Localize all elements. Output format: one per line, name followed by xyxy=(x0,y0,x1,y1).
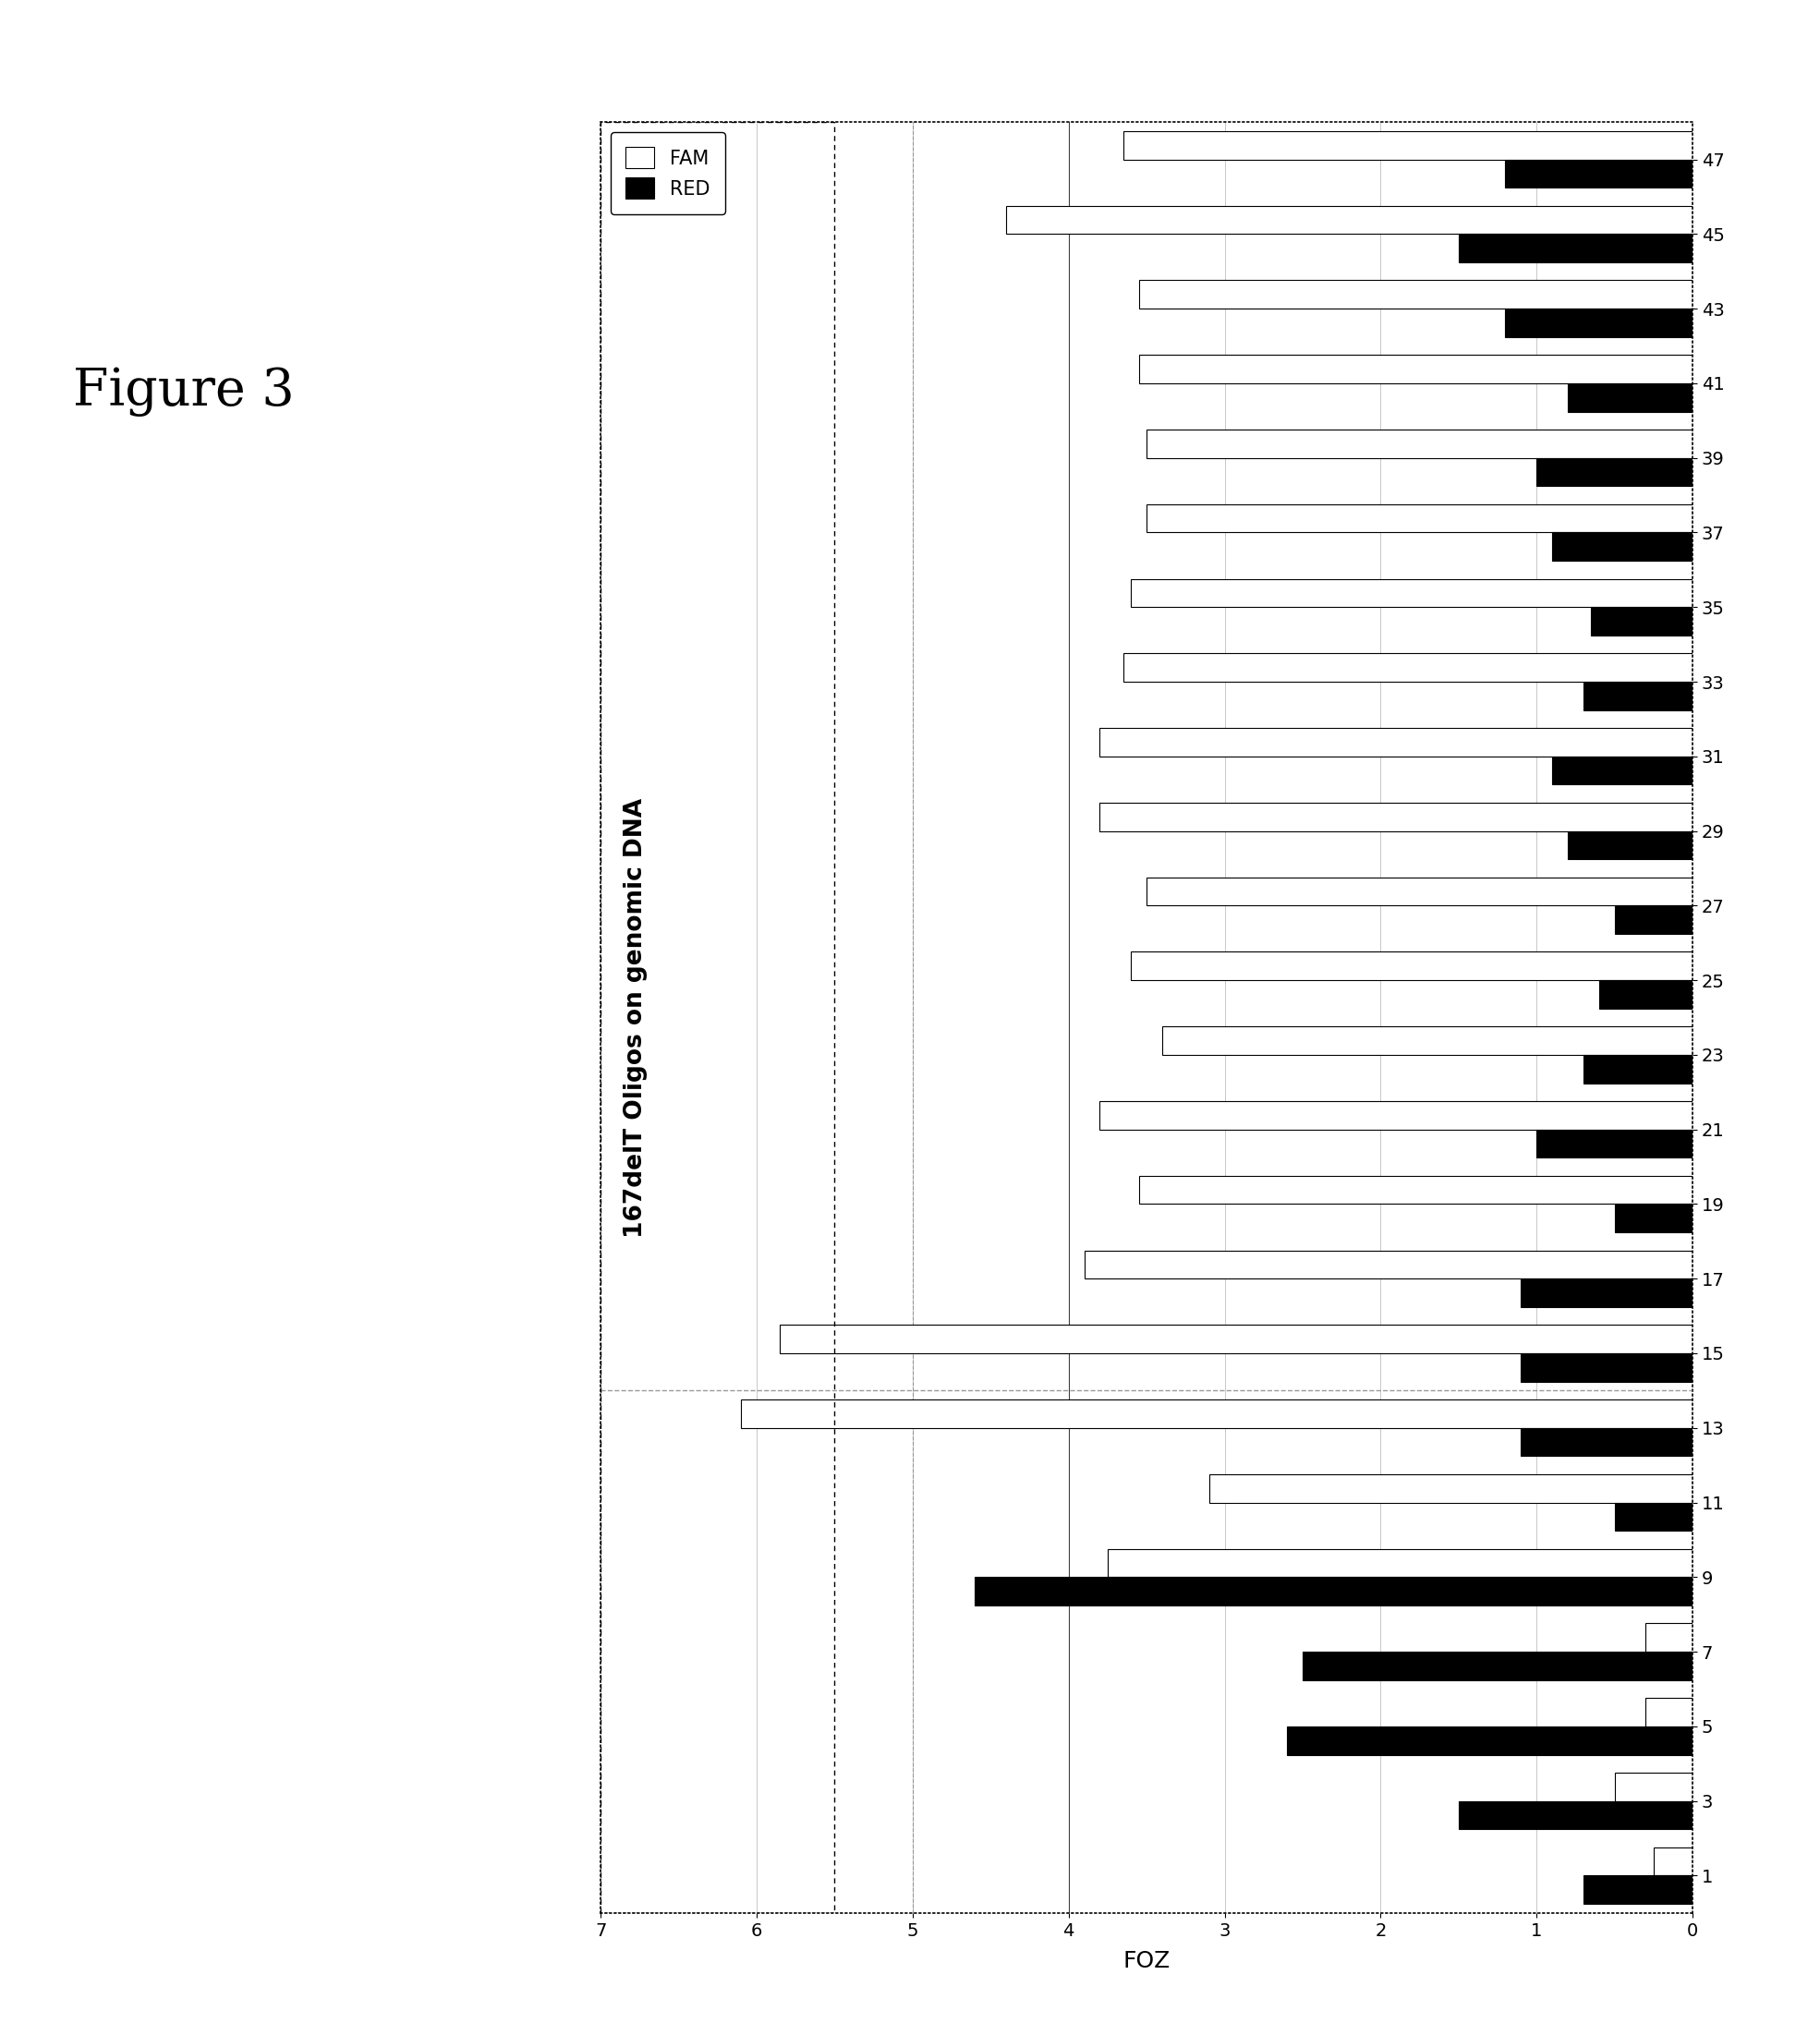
Bar xyxy=(1552,533,1693,562)
Bar xyxy=(1099,802,1693,830)
Text: Figure 3: Figure 3 xyxy=(73,366,295,417)
Bar xyxy=(1139,281,1693,309)
Bar xyxy=(1614,1205,1693,1233)
Bar xyxy=(1583,1876,1693,1905)
Bar xyxy=(1208,1473,1693,1502)
Bar xyxy=(1567,830,1693,859)
Bar xyxy=(1108,1549,1693,1577)
Bar xyxy=(976,1577,1693,1606)
Bar xyxy=(1567,383,1693,411)
Bar xyxy=(1085,1249,1693,1278)
Bar xyxy=(1139,1176,1693,1205)
Bar xyxy=(1552,757,1693,786)
Legend: FAM, RED: FAM, RED xyxy=(610,132,726,214)
Bar xyxy=(1522,1278,1693,1306)
Bar xyxy=(1505,309,1693,338)
Bar xyxy=(1147,505,1693,533)
Bar xyxy=(1139,354,1693,383)
Bar xyxy=(1536,1129,1693,1158)
Bar xyxy=(741,1400,1693,1429)
Bar xyxy=(1583,1054,1693,1083)
Bar xyxy=(1130,952,1693,981)
Bar xyxy=(1006,206,1693,234)
Text: 167delT Oligos on genomic DNA: 167delT Oligos on genomic DNA xyxy=(624,798,648,1237)
Bar xyxy=(1458,234,1693,263)
Bar xyxy=(1287,1726,1693,1754)
Bar xyxy=(1536,458,1693,486)
Bar xyxy=(1163,1026,1693,1054)
Bar xyxy=(1130,578,1693,606)
Bar xyxy=(1099,729,1693,757)
Bar xyxy=(1591,606,1693,635)
Bar xyxy=(1645,1697,1693,1726)
Bar xyxy=(1458,1801,1693,1829)
Bar xyxy=(1123,653,1693,682)
Bar xyxy=(1123,130,1693,159)
Bar xyxy=(1600,981,1693,1009)
Bar xyxy=(1614,1772,1693,1801)
Bar xyxy=(781,1325,1693,1353)
Bar xyxy=(1583,682,1693,710)
Bar xyxy=(1645,1624,1693,1652)
Bar xyxy=(1099,1101,1693,1129)
Bar xyxy=(1522,1353,1693,1382)
Bar xyxy=(1147,877,1693,906)
Bar xyxy=(1614,1502,1693,1530)
Bar xyxy=(1147,429,1693,458)
Bar xyxy=(1303,1652,1693,1681)
Bar xyxy=(1505,159,1693,187)
X-axis label: FOZ: FOZ xyxy=(1123,1950,1170,1972)
Bar xyxy=(1654,1848,1693,1876)
Bar xyxy=(1522,1429,1693,1457)
Bar xyxy=(1614,906,1693,934)
